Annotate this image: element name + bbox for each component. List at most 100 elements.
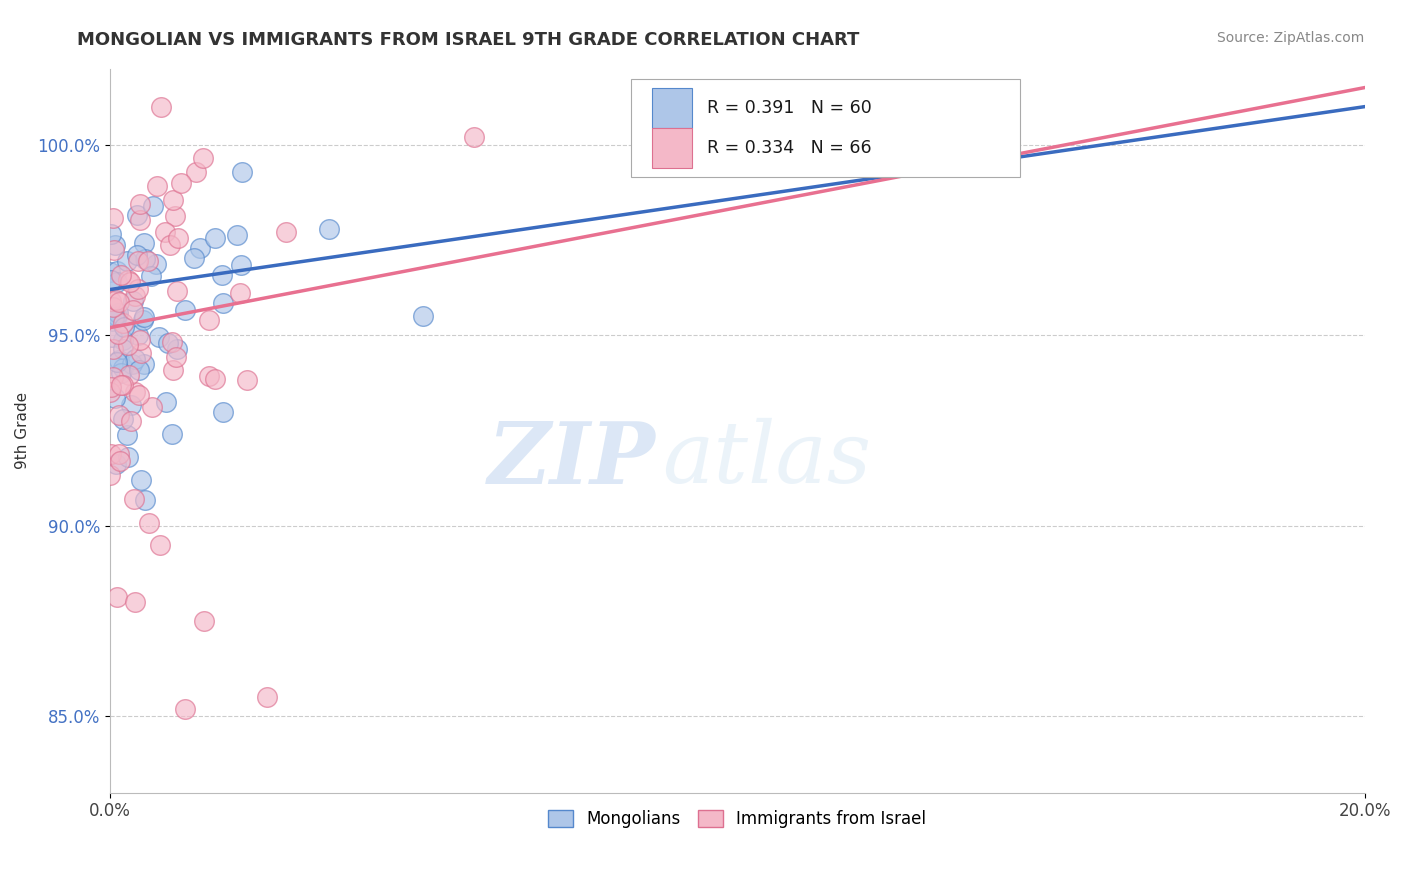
Point: [127, 248, 149, 262]
Point: [118, 275, 141, 289]
Point: [134, 493, 156, 508]
Point: [156, 336, 179, 351]
Point: [170, 176, 193, 190]
Point: [198, 368, 221, 383]
Point: [121, 357, 143, 371]
Point: [100, 227, 122, 241]
Point: [134, 358, 156, 372]
Point: [198, 312, 221, 326]
Point: [174, 702, 197, 716]
Point: [107, 447, 129, 461]
Point: [107, 294, 129, 309]
Point: [204, 372, 226, 386]
Point: [211, 268, 233, 282]
Point: [127, 328, 149, 343]
Point: [129, 345, 152, 359]
Point: [128, 196, 150, 211]
Point: [127, 283, 149, 297]
Point: [165, 350, 187, 364]
Point: [231, 259, 253, 273]
Point: [105, 590, 128, 604]
Point: [122, 491, 145, 506]
Point: [117, 427, 139, 442]
Point: [107, 327, 129, 342]
Point: [184, 164, 207, 178]
Text: MONGOLIAN VS IMMIGRANTS FROM ISRAEL 9TH GRADE CORRELATION CHART: MONGOLIAN VS IMMIGRANTS FROM ISRAEL 9TH …: [77, 31, 859, 49]
Point: [160, 335, 183, 350]
Point: [105, 275, 128, 289]
Point: [117, 338, 139, 352]
Point: [110, 378, 132, 392]
Point: [191, 151, 214, 165]
Point: [149, 538, 172, 552]
Point: [104, 293, 127, 307]
Point: [103, 370, 125, 384]
Point: [111, 316, 134, 330]
Legend: Mongolians, Immigrants from Israel: Mongolians, Immigrants from Israel: [541, 804, 932, 835]
Point: [165, 209, 187, 223]
Point: [274, 226, 297, 240]
Point: [111, 378, 134, 392]
Point: [105, 263, 128, 277]
Point: [112, 319, 135, 334]
Point: [103, 243, 125, 257]
Point: [120, 399, 142, 413]
Point: [100, 293, 122, 308]
Point: [120, 414, 142, 428]
Point: [100, 380, 122, 394]
Point: [125, 208, 148, 222]
Point: [166, 342, 188, 356]
Point: [110, 268, 132, 282]
Point: [132, 310, 155, 324]
Point: [155, 395, 177, 409]
Point: [108, 454, 131, 468]
Point: [101, 330, 124, 344]
Point: [124, 289, 146, 303]
Point: [107, 352, 129, 367]
Text: atlas: atlas: [662, 418, 872, 501]
Point: [167, 231, 190, 245]
Point: [105, 309, 128, 323]
Point: [128, 363, 150, 377]
Point: [98, 468, 121, 483]
Point: [124, 384, 146, 399]
Point: [211, 404, 233, 418]
Point: [132, 313, 155, 327]
Point: [318, 221, 340, 235]
Bar: [652, 128, 692, 168]
Point: [150, 100, 173, 114]
Point: [412, 310, 434, 324]
Point: [110, 366, 132, 380]
Point: [107, 306, 129, 320]
Point: [108, 408, 131, 422]
Y-axis label: 9th Grade: 9th Grade: [15, 392, 30, 469]
Point: [101, 342, 124, 356]
Point: [105, 309, 128, 323]
Point: [127, 253, 149, 268]
Point: [162, 193, 184, 207]
Point: [129, 213, 152, 227]
Point: [142, 199, 165, 213]
Point: [100, 448, 122, 462]
Point: [105, 457, 128, 471]
Point: [228, 286, 250, 301]
Point: [128, 387, 150, 401]
Text: R = 0.391   N = 60: R = 0.391 N = 60: [707, 99, 872, 118]
Point: [138, 516, 160, 531]
Point: [124, 595, 146, 609]
Point: [100, 273, 122, 287]
Text: ZIP: ZIP: [488, 417, 655, 501]
Point: [162, 363, 184, 377]
Text: Source: ZipAtlas.com: Source: ZipAtlas.com: [1216, 31, 1364, 45]
Point: [188, 242, 211, 256]
Point: [256, 690, 278, 705]
FancyBboxPatch shape: [630, 79, 1019, 178]
Point: [105, 355, 128, 369]
Point: [103, 391, 125, 405]
Point: [204, 231, 226, 245]
Point: [124, 352, 146, 367]
Point: [146, 178, 169, 193]
Point: [212, 296, 235, 310]
Point: [134, 252, 156, 267]
Point: [104, 238, 127, 252]
